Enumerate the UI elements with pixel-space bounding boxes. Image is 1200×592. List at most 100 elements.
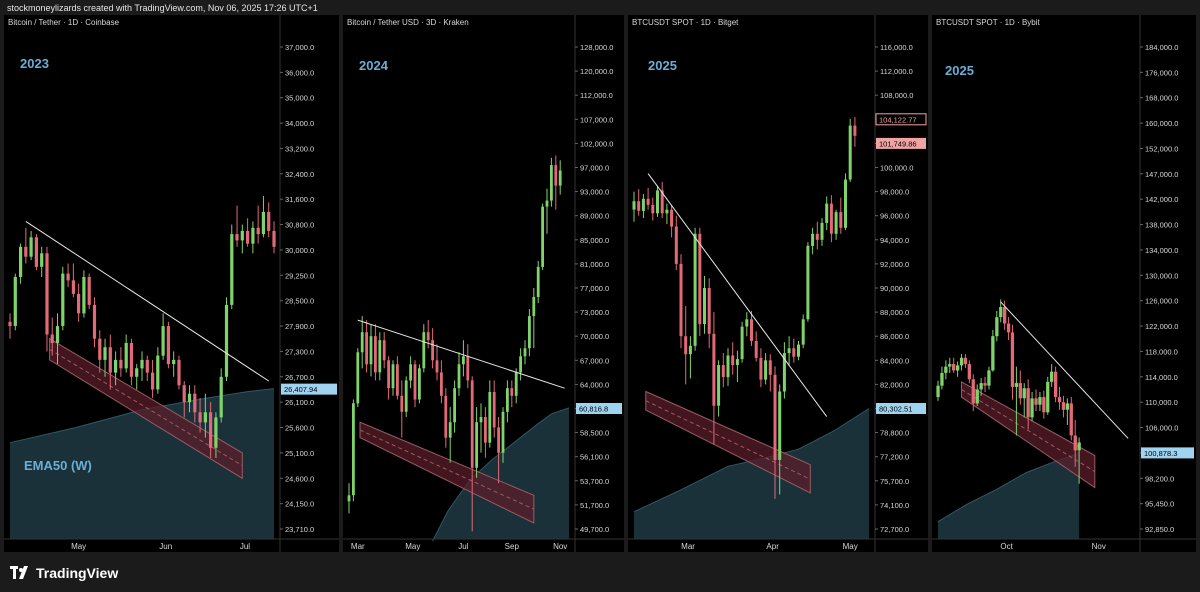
candle-body bbox=[764, 360, 768, 380]
y-tick-label: 138,000.0 bbox=[1145, 221, 1178, 230]
candle-body bbox=[365, 332, 368, 365]
y-tick-label: 86,000.0 bbox=[880, 332, 909, 341]
brand-name: TradingView bbox=[36, 565, 119, 581]
chart-panel-bybit[interactable]: 184,000.0 176,000.0 168,000.0 160,000.0 152,… bbox=[932, 15, 1196, 552]
candle-body bbox=[161, 326, 165, 356]
y-tick-label: 94,000.0 bbox=[880, 236, 909, 245]
x-tick-label: Mar bbox=[681, 542, 695, 551]
candle bbox=[444, 388, 448, 448]
y-tick-label: 25,100.0 bbox=[285, 449, 314, 458]
y-tick-label: 37,000.0 bbox=[285, 43, 314, 52]
candle bbox=[541, 203, 544, 270]
candle-body bbox=[466, 356, 470, 381]
ema-annotation: EMA50 (W) bbox=[24, 458, 92, 473]
candle bbox=[470, 376, 474, 532]
chart-panel-coinbase[interactable]: 37,000.0 36,000.0 35,000.0 34,000.0 33,200.0… bbox=[4, 15, 339, 552]
candle bbox=[1069, 397, 1073, 441]
candle bbox=[214, 412, 218, 458]
chart-panel-kraken[interactable]: 128,000.0 120,000.0 112,000.0 107,000.0 102,… bbox=[343, 15, 624, 552]
candle-body bbox=[773, 374, 777, 460]
candle bbox=[1065, 398, 1069, 425]
y-tick-label: 102,000.0 bbox=[580, 139, 613, 148]
candle bbox=[1054, 366, 1058, 403]
candle-body bbox=[792, 348, 796, 357]
chart-canvas[interactable]: 37,000.0 36,000.0 35,000.0 34,000.0 33,200.0… bbox=[4, 15, 339, 552]
candle bbox=[637, 189, 641, 216]
y-tick-label: 24,600.0 bbox=[285, 474, 314, 483]
candle bbox=[778, 384, 782, 495]
candle bbox=[519, 348, 522, 381]
y-tick-label: 90,000.0 bbox=[880, 284, 909, 293]
candle-body bbox=[182, 385, 186, 403]
candle bbox=[1077, 437, 1081, 484]
candle bbox=[721, 353, 725, 388]
price-tag-box bbox=[875, 113, 927, 126]
chart-canvas[interactable]: 128,000.0 120,000.0 112,000.0 107,000.0 102,… bbox=[343, 15, 624, 552]
price-tag: 100,878.3 bbox=[1141, 447, 1194, 459]
candle bbox=[193, 385, 197, 423]
price-tag: 26,407.94 bbox=[281, 383, 337, 395]
y-tick-label: 107,000.0 bbox=[580, 115, 613, 124]
candle-body bbox=[656, 190, 659, 214]
candle-body bbox=[166, 326, 170, 365]
candle-body bbox=[230, 234, 234, 305]
candle bbox=[1010, 324, 1015, 400]
candle bbox=[347, 483, 351, 514]
candle-body bbox=[1077, 442, 1081, 451]
candle bbox=[475, 407, 478, 478]
descending-channel bbox=[49, 337, 243, 480]
tradingview-logo[interactable]: TradingView bbox=[10, 565, 118, 581]
y-tick-label: 114,000.0 bbox=[1145, 373, 1178, 382]
candle-body bbox=[688, 345, 692, 355]
ema-area bbox=[432, 407, 569, 541]
candle-body bbox=[356, 352, 360, 404]
chart-panel-bitget[interactable]: 116,000.0 112,000.0 108,000.0 104,122.77 101… bbox=[628, 15, 928, 552]
y-tick-label: 25,600.0 bbox=[285, 424, 314, 433]
candle-body bbox=[1014, 383, 1019, 387]
price-tag: 104,122.77 bbox=[875, 113, 927, 126]
candle bbox=[558, 160, 562, 195]
candle bbox=[995, 310, 999, 342]
candle-body bbox=[536, 266, 540, 297]
y-tick-label: 30,800.0 bbox=[285, 221, 314, 230]
candle-body bbox=[703, 288, 706, 325]
candle-body bbox=[40, 253, 44, 267]
candle-body bbox=[956, 365, 960, 371]
candle bbox=[829, 195, 833, 243]
candle bbox=[971, 374, 975, 412]
candle bbox=[1038, 392, 1042, 412]
candle-body bbox=[665, 209, 669, 214]
candle bbox=[717, 360, 721, 417]
candle-body bbox=[999, 307, 1003, 318]
y-tick-label: 126,000.0 bbox=[1145, 297, 1178, 306]
candle-body bbox=[119, 359, 123, 369]
y-tick-label: 28,500.0 bbox=[285, 297, 314, 306]
candle-body bbox=[374, 336, 377, 373]
candle bbox=[61, 266, 65, 331]
y-tick-label: 92,000.0 bbox=[880, 260, 909, 269]
y-tick-label: 73,000.0 bbox=[580, 308, 609, 317]
candle bbox=[963, 353, 968, 368]
candle-body bbox=[177, 359, 181, 386]
ema-area bbox=[938, 453, 1080, 539]
candle-body bbox=[1022, 388, 1026, 399]
chart-canvas[interactable]: 116,000.0 112,000.0 108,000.0 104,122.77 101… bbox=[628, 15, 928, 552]
candle bbox=[356, 348, 360, 408]
y-tick-label: 96,000.0 bbox=[880, 212, 909, 221]
candle-body bbox=[778, 391, 782, 460]
candle-body bbox=[92, 304, 97, 339]
candle bbox=[418, 364, 421, 404]
y-tick-label: 130,000.0 bbox=[1145, 271, 1178, 280]
candle-body bbox=[991, 336, 995, 371]
y-tick-label: 160,000.0 bbox=[1145, 119, 1178, 128]
y-tick-label: 85,000.0 bbox=[580, 236, 609, 245]
x-tick-label: May bbox=[71, 542, 86, 551]
candle bbox=[806, 242, 810, 322]
y-tick-label: 35,000.0 bbox=[285, 94, 314, 103]
candle bbox=[172, 351, 176, 377]
candle bbox=[545, 188, 549, 234]
chart-canvas[interactable]: 184,000.0 176,000.0 168,000.0 160,000.0 152,… bbox=[932, 15, 1196, 552]
year-label: 2023 bbox=[20, 56, 49, 71]
candle bbox=[448, 407, 452, 463]
candle-body bbox=[484, 417, 487, 443]
